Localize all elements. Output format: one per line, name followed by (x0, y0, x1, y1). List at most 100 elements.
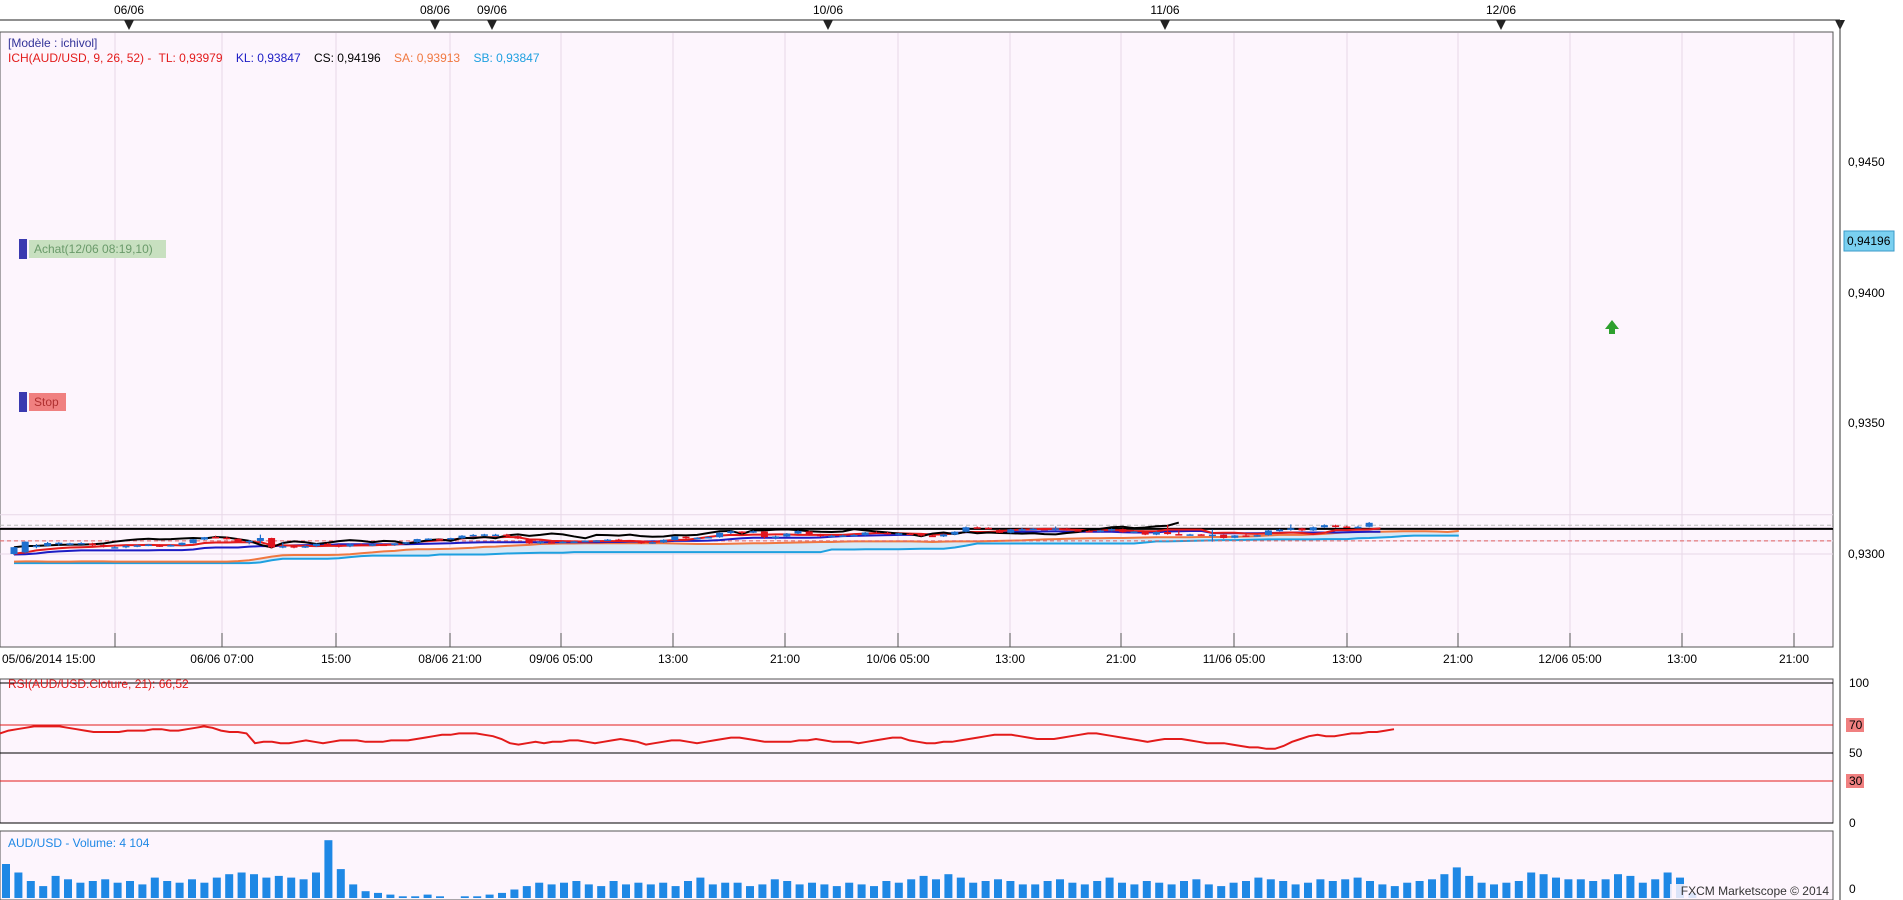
volume-bar (460, 896, 469, 898)
volume-bar (1638, 882, 1647, 898)
candle (122, 545, 130, 549)
candle (324, 542, 332, 547)
stop-order-marker[interactable]: Stop (19, 392, 66, 412)
candle (111, 546, 119, 549)
volume-bar (485, 894, 494, 898)
candle (1085, 530, 1093, 533)
volume-bar (436, 896, 444, 898)
volume-bar (1167, 884, 1176, 898)
candle (850, 534, 858, 537)
volume-bar (1552, 877, 1560, 898)
candle (1074, 529, 1082, 532)
volume-bar (1254, 877, 1263, 898)
candle (951, 531, 959, 536)
volume-bar (349, 884, 358, 898)
candle (1130, 531, 1138, 533)
candle (760, 530, 768, 539)
candle (212, 535, 220, 539)
price-label: 0,9350 (1848, 416, 1885, 430)
candle (268, 537, 276, 549)
candle (368, 543, 376, 547)
volume-bar (795, 884, 804, 898)
volume-bar (894, 882, 903, 898)
candle (839, 534, 847, 537)
volume-bar (225, 874, 234, 898)
volume-bar (671, 886, 680, 898)
candle (200, 536, 208, 541)
rsi-title: RSI(AUD/USD.Cloture, 21): 66,52 (8, 677, 189, 691)
candle (167, 544, 175, 547)
date-marker-label: 11/06 (1150, 3, 1179, 17)
candle (592, 540, 600, 542)
volume-bar (411, 896, 420, 898)
time-label: 21:00 (1106, 652, 1136, 666)
candle (1029, 528, 1037, 531)
candle (1231, 535, 1239, 539)
volume-bar (522, 886, 531, 898)
candle (816, 533, 824, 537)
candle (917, 533, 925, 537)
time-label: 12/06 05:00 (1538, 652, 1602, 666)
candle (872, 531, 880, 535)
candle (346, 543, 354, 548)
volume-bar (733, 882, 742, 898)
senkou-span-b-line (14, 534, 1459, 565)
volume-bar (299, 879, 308, 898)
volume-bar (200, 882, 209, 898)
buy-order-marker[interactable]: Achat(12/06 08:19,10) (19, 239, 166, 259)
volume-bar (101, 879, 110, 898)
candle (413, 538, 421, 543)
time-label: 09/06 05:00 (529, 652, 593, 666)
candle (1007, 528, 1015, 534)
volume-bar (150, 877, 159, 898)
volume-bar (1353, 877, 1362, 898)
volume-bar (262, 877, 271, 898)
volume-bar (312, 872, 320, 898)
candle (1141, 531, 1149, 536)
volume-bar (237, 872, 246, 898)
volume-bar (1390, 886, 1399, 898)
time-label: 13:00 (1667, 652, 1697, 666)
candle (884, 531, 892, 535)
copyright-label: FXCM Marketscope © 2014 (1681, 884, 1830, 898)
legend-ich: ICH(AUD/USD, 9, 26, 52) - (8, 51, 154, 65)
candle (380, 543, 388, 547)
volume-bar (746, 886, 754, 898)
legend-kl: KL: 0,93847 (236, 51, 301, 65)
date-marker-label: 09/06 (477, 3, 507, 17)
candle (1253, 534, 1261, 537)
candle (357, 543, 365, 546)
volume-bar (1614, 874, 1622, 898)
model-label: [Modèle : ichivol] (8, 36, 97, 50)
buy-signal-arrow-icon (1605, 320, 1619, 334)
date-marker-label: 08/06 (420, 3, 450, 17)
volume-bar (994, 879, 1002, 898)
volume-axis-zero: 0 (1849, 882, 1856, 896)
candle (469, 534, 477, 537)
time-label: 06/06 07:00 (190, 652, 254, 666)
volume-bar (981, 881, 990, 898)
volume-bar (1316, 879, 1325, 898)
volume-bars (2, 840, 1697, 898)
volume-bar (584, 884, 593, 898)
volume-bar (944, 874, 953, 898)
date-marker: 10/06 (813, 3, 843, 30)
candle (100, 544, 108, 548)
volume-bar (1403, 882, 1412, 898)
candle (66, 542, 74, 546)
candle (794, 530, 802, 535)
volume-bar (820, 884, 829, 898)
volume-bar (126, 881, 134, 898)
volume-bar (1328, 881, 1337, 898)
candle (447, 537, 455, 540)
volume-bar (336, 869, 345, 898)
candle (738, 531, 746, 535)
time-label: 21:00 (1779, 652, 1809, 666)
volume-bar (1229, 882, 1238, 898)
candle (783, 533, 791, 537)
candle (1208, 529, 1216, 542)
candle (940, 533, 948, 537)
candle (548, 541, 556, 544)
candle (996, 529, 1004, 534)
candle (1298, 527, 1306, 532)
